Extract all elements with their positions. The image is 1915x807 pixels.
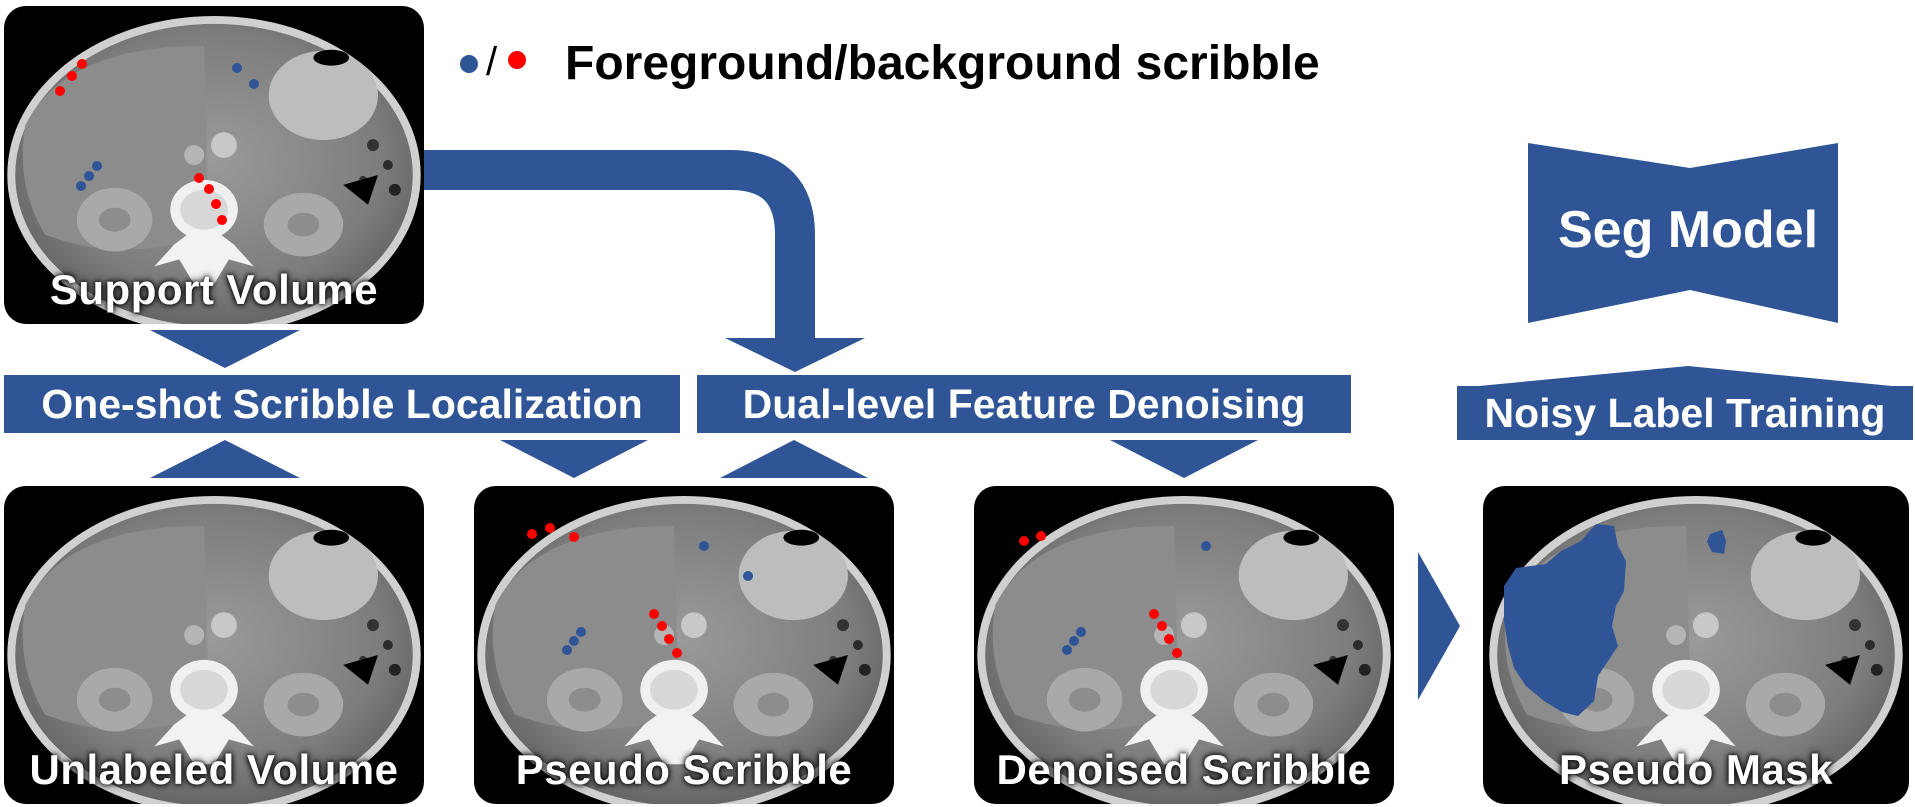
legend-label: Foreground/background scribble: [565, 37, 1320, 90]
unlabeled-up-arrow: [150, 440, 300, 478]
denoised-scribble-panel: Denoised Scribble: [974, 486, 1394, 804]
denoised-blue-scribble: [1062, 541, 1211, 655]
pseudo-mask-ct-image: [1483, 486, 1909, 804]
support-red-scribble: [55, 59, 227, 225]
elbow-arrow-head: [725, 338, 865, 372]
pseudo-ct-image: [474, 486, 894, 804]
liver-mask: [1504, 524, 1626, 716]
pseudo-down-arrow: [500, 440, 648, 478]
pseudo-mask-panel: Pseudo Mask: [1483, 486, 1909, 804]
localization-label: One-shot Scribble Localization: [41, 380, 643, 427]
training-banner: Noisy Label Training: [1457, 386, 1913, 440]
training-label: Noisy Label Training: [1484, 389, 1886, 436]
training-trapezoid: [1458, 366, 1912, 388]
support-blue-scribble: [76, 63, 259, 191]
denoising-label: Dual-level Feature Denoising: [742, 380, 1306, 427]
right-arrow: [1418, 552, 1460, 700]
elbow-arrow: [420, 150, 815, 338]
denoised-down-arrow: [1110, 440, 1258, 478]
pseudo-blue-scribble: [562, 541, 753, 655]
seg-model-shape: [1528, 143, 1838, 323]
support-volume-label: Support Volume: [49, 266, 379, 313]
denoised-red-scribble: [1019, 531, 1182, 658]
pseudo-mask-label: Pseudo Mask: [1559, 746, 1833, 793]
localization-banner: One-shot Scribble Localization: [4, 375, 680, 433]
seg-model-label: Seg Model: [1557, 201, 1819, 259]
denoised-scribble-label: Denoised Scribble: [996, 746, 1372, 793]
support-ct-image: [4, 6, 424, 324]
support-volume-panel: Support Volume: [4, 6, 424, 324]
pseudo-red-scribble: [527, 523, 682, 658]
unlabeled-volume-label: Unlabeled Volume: [29, 746, 399, 793]
support-down-arrow: [150, 330, 300, 368]
pseudo-scribble-label: Pseudo Scribble: [515, 746, 853, 793]
small-mask: [1707, 530, 1726, 554]
legend-separator: /: [486, 40, 498, 84]
pseudo-scribble-panel: Pseudo Scribble: [474, 486, 894, 804]
pseudo-up-arrow: [720, 440, 868, 478]
denoising-banner: Dual-level Feature Denoising: [697, 375, 1351, 433]
unlabeled-volume-panel: Unlabeled Volume: [4, 486, 424, 804]
denoised-ct-image: [974, 486, 1394, 804]
